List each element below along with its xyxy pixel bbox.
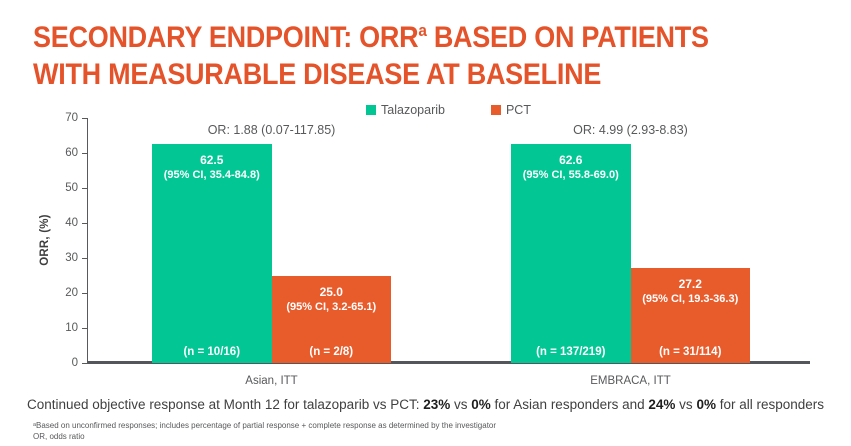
bar-value-label: 25.0 [319,284,343,299]
y-axis-tick [82,257,88,259]
footer-text: for all responders [715,397,825,412]
bar-ci-label: (95% CI, 3.2-65.1) [286,300,377,313]
bar-ci-label: (95% CI, 35.4-84.8) [163,169,260,182]
bar-n-label: (n = 31/114) [659,346,722,358]
slide-title-line-2: WITH MEASURABLE DISEASE AT BASELINE [33,58,602,91]
bar-pct-asian-itt: 25.0 (95% CI, 3.2-65.1) (n = 2/8) [271,275,391,363]
y-axis-tick [82,292,88,294]
orr-footnote-marker: a [418,21,427,40]
x-axis-line [88,361,810,364]
footer-text: vs [675,397,697,412]
y-axis-tick-label: 0 [71,357,78,369]
bar-pct-embraca-itt: 27.2 (95% CI, 19.3-36.3) (n = 31/114) [630,267,750,363]
bar-ci-label: (95% CI, 19.3-36.3) [642,292,739,305]
legend-label-pct: PCT [505,103,531,117]
bar-value-label: 62.6 [559,152,583,167]
bar-n-label: (n = 2/8) [309,346,354,358]
footer-bold-value: 0% [471,397,491,412]
legend-item-talazoparib: Talazoparib [366,103,445,117]
footnotes: ᵃBased on unconfirmed responses; include… [33,420,496,442]
footer-bold-value: 23% [423,397,451,412]
pct-swatch-icon [490,105,501,115]
y-axis-tick-label: 60 [65,147,78,159]
legend-item-pct: PCT [490,103,531,117]
chart-legend: Talazoparib PCT [87,103,810,117]
footnote-a: ᵃBased on unconfirmed responses; include… [33,421,497,430]
footnote-or: OR, odds ratio [33,432,85,441]
y-axis-tick [82,117,88,119]
bar-n-label: (n = 10/16) [183,346,241,358]
slide-title-line-1: SECONDARY ENDPOINT: ORRa BASED ON PATIEN… [33,21,709,54]
bar-n-label: (n = 137/219) [536,346,606,358]
footer-statement: Continued objective response at Month 12… [0,397,851,412]
y-axis-tick-label: 20 [65,287,78,299]
footer-text: vs [450,397,472,412]
y-axis-tick [82,327,88,329]
y-axis-tick [82,362,88,364]
y-axis-tick-label: 10 [65,322,78,334]
bar-value-label: 62.5 [200,153,224,168]
footer-text: Continued objective response at Month 12… [26,397,424,412]
bar-talazoparib-embraca-itt: 62.6 (95% CI, 55.8-69.0) (n = 137/219) [511,143,631,363]
y-axis-tick [82,187,88,189]
slide-title: SECONDARY ENDPOINT: ORRa BASED ON PATIEN… [33,12,709,93]
odds-ratio-label-embraca-itt: OR: 4.99 (2.93-8.83) [573,122,688,137]
y-axis-tick [82,152,88,154]
y-axis-tick [82,222,88,224]
y-axis-tick-label: 70 [65,112,78,124]
x-category-label-embraca-itt: EMBRACA, ITT [590,375,671,387]
odds-ratio-label-asian-itt: OR: 1.88 (0.07-117.85) [207,123,336,138]
footer-bold-value: 0% [696,397,716,412]
plot-area: 0 10 20 30 40 50 60 70 62.5 (95% CI, 35.4-84.8) (n… [65,112,810,387]
x-category-label-asian-itt: Asian, ITT [245,375,298,387]
y-axis-tick-label: 40 [65,217,78,229]
footer-text: for Asian responders and [490,397,649,412]
y-axis-tick-label: 50 [65,182,78,194]
talazoparib-swatch-icon [366,105,377,115]
legend-label-talazoparib: Talazoparib [381,103,445,117]
bar-talazoparib-asian-itt: 62.5 (95% CI, 35.4-84.8) (n = 10/16) [152,144,272,363]
bar-value-label: 27.2 [678,276,702,291]
y-axis-tick-label: 30 [65,252,78,264]
bar-ci-label: (95% CI, 55.8-69.0) [522,168,619,181]
footer-bold-value: 24% [648,397,676,412]
